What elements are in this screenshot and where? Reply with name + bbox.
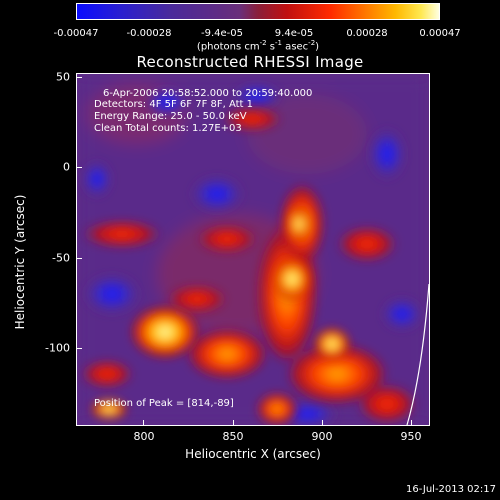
colorbar-tick-label: -0.00028 xyxy=(126,28,172,39)
detectors-text: Detectors: 4F 5F 6F 7F 8F, Att 1 xyxy=(94,99,254,110)
y-tick-label: 50 xyxy=(56,70,70,84)
rhessi-heatmap xyxy=(77,74,429,425)
x-tick-label: 800 xyxy=(133,430,155,443)
x-tick-label: 850 xyxy=(222,430,244,443)
x-tickmark xyxy=(233,420,234,426)
colorbar-tick-label: 9.4e-05 xyxy=(274,28,314,39)
clean-counts-text: Clean Total counts: 1.27E+03 xyxy=(94,123,242,134)
y-tick-label: -100 xyxy=(45,341,70,355)
x-axis-label: Heliocentric X (arcsec) xyxy=(185,447,321,461)
y-tick-label: -50 xyxy=(52,251,70,265)
colorbar-tick-label: -0.00047 xyxy=(53,28,99,39)
peak-position-text: Position of Peak = [814,-89] xyxy=(94,398,234,409)
x-tick-label: 900 xyxy=(311,430,333,443)
y-tickmark xyxy=(76,258,82,259)
y-axis-label: Heliocentric Y (arcsec) xyxy=(13,194,27,330)
image-title: Reconstructed RHESSI Image xyxy=(136,53,364,71)
time-range-text: 6-Apr-2006 20:58:52.000 to 20:59:40.000 xyxy=(103,88,313,99)
colorbar-tick-label: -9.4e-05 xyxy=(201,28,243,39)
y-tickmark xyxy=(76,167,82,168)
timestamp: 16-Jul-2013 02:17 xyxy=(405,484,496,495)
colorbar-unit: (photons cm-2 s-1 asec-2) xyxy=(196,39,320,53)
x-tickmark xyxy=(143,420,144,426)
colorbar-tick-label: 0.00047 xyxy=(419,28,461,39)
energy-range-text: Energy Range: 25.0 - 50.0 keV xyxy=(94,111,247,122)
y-tickmark xyxy=(76,77,82,78)
x-tick-label: 950 xyxy=(400,430,422,443)
rhessi-image-plot xyxy=(76,73,430,426)
colorbar xyxy=(76,3,440,20)
y-tickmark xyxy=(76,348,82,349)
y-tick-label: 0 xyxy=(63,160,70,174)
x-tickmark xyxy=(411,420,412,426)
colorbar-tick-label: 0.00028 xyxy=(346,28,388,39)
x-tickmark xyxy=(322,420,323,426)
